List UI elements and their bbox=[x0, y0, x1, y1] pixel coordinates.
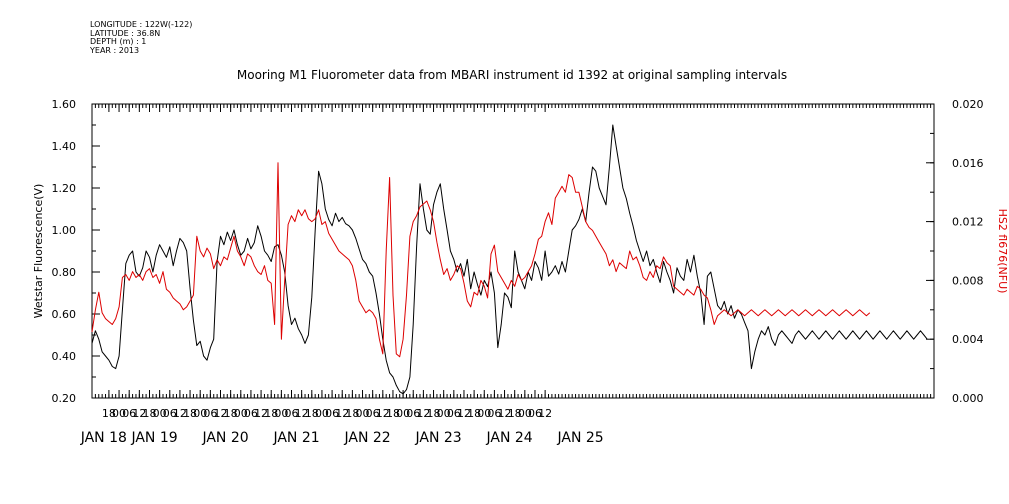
x-tick-label: 06 bbox=[406, 407, 420, 420]
x-tick-label: 00 bbox=[153, 407, 167, 420]
x-tick-label: 06 bbox=[447, 407, 461, 420]
longitude-text: LONGITUDE : 122W(-122) bbox=[90, 20, 193, 29]
x-day-label: JAN 24 bbox=[486, 430, 533, 446]
x-tick-label: 12 bbox=[538, 407, 552, 420]
x-tick-label: 06 bbox=[203, 407, 217, 420]
y-right-tick-label: 0.000 bbox=[952, 392, 984, 405]
x-tick-label: 18 bbox=[142, 407, 156, 420]
x-tick-label: 18 bbox=[386, 407, 400, 420]
series-group bbox=[91, 124, 928, 395]
depth-text: DEPTH (m) : 1 bbox=[90, 37, 147, 47]
x-tick-label: 12 bbox=[457, 407, 471, 420]
x-axis: 1800061218000612180006121800061218000612… bbox=[80, 104, 604, 446]
y-left-tick-label: 1.60 bbox=[52, 98, 77, 111]
x-day-label: JAN 25 bbox=[557, 430, 604, 446]
x-tick-label: 06 bbox=[325, 407, 339, 420]
x-day-label: JAN 20 bbox=[201, 430, 248, 446]
y-right-tick-label: 0.020 bbox=[952, 98, 984, 111]
x-tick-label: 12 bbox=[335, 407, 349, 420]
y-axis-left: 0.20 0.40 0.60 0.80 1.00 1.20 1.40 1.60 bbox=[52, 98, 100, 405]
x-tick-label: 18 bbox=[427, 407, 441, 420]
y-axis-right-label: HS2 fl676(NFU) bbox=[996, 209, 1009, 294]
x-tick-label: 00 bbox=[315, 407, 329, 420]
x-tick-label: 06 bbox=[285, 407, 299, 420]
x-tick-label: 12 bbox=[376, 407, 390, 420]
y-left-tick-label: 0.80 bbox=[52, 266, 77, 279]
x-tick-label: 12 bbox=[173, 407, 187, 420]
x-tick-label: 18 bbox=[224, 407, 238, 420]
y-right-tick-label: 0.016 bbox=[952, 157, 984, 170]
x-tick-label: 12 bbox=[132, 407, 146, 420]
series-line-hs2 bbox=[91, 162, 871, 358]
x-tick-label: 00 bbox=[437, 407, 451, 420]
x-tick-label: 00 bbox=[112, 407, 126, 420]
y-left-tick-label: 1.20 bbox=[52, 182, 77, 195]
x-tick-label: 12 bbox=[254, 407, 268, 420]
x-tick-label: 12 bbox=[498, 407, 512, 420]
x-tick-label: 00 bbox=[193, 407, 207, 420]
latitude-text: LATITUDE : 36.8N bbox=[90, 28, 161, 38]
y-right-tick-label: 0.004 bbox=[952, 333, 984, 346]
y-left-tick-label: 1.40 bbox=[52, 140, 77, 153]
x-tick-label: 06 bbox=[487, 407, 501, 420]
x-tick-label: 00 bbox=[234, 407, 248, 420]
x-tick-label: 18 bbox=[183, 407, 197, 420]
x-tick-label: 18 bbox=[305, 407, 319, 420]
x-tick-label: 00 bbox=[518, 407, 532, 420]
year-text: YEAR : 2013 bbox=[90, 45, 140, 55]
y-right-tick-label: 0.008 bbox=[952, 274, 984, 287]
x-tick-label: 18 bbox=[264, 407, 278, 420]
x-day-label: JAN 19 bbox=[130, 430, 177, 446]
x-tick-label: 12 bbox=[213, 407, 227, 420]
x-tick-label: 18 bbox=[508, 407, 522, 420]
x-day-label: JAN 23 bbox=[415, 430, 462, 446]
y-axis-right: 0.000 0.004 0.008 0.012 0.016 0.020 bbox=[926, 98, 984, 405]
x-tick-label: 00 bbox=[274, 407, 288, 420]
x-tick-label: 12 bbox=[416, 407, 430, 420]
x-tick-label: 00 bbox=[396, 407, 410, 420]
x-tick-label: 06 bbox=[244, 407, 258, 420]
x-tick-label: 06 bbox=[163, 407, 177, 420]
x-tick-label: 06 bbox=[122, 407, 136, 420]
metadata-block: LONGITUDE : 122W(-122) LATITUDE : 36.8N … bbox=[90, 20, 193, 55]
y-left-tick-label: 0.60 bbox=[52, 308, 77, 321]
x-tick-label: 00 bbox=[477, 407, 491, 420]
x-tick-label: 00 bbox=[356, 407, 370, 420]
x-tick-label: 06 bbox=[528, 407, 542, 420]
y-right-tick-label: 0.012 bbox=[952, 216, 984, 229]
x-day-label: JAN 18 bbox=[80, 430, 127, 446]
x-tick-label: 18 bbox=[345, 407, 359, 420]
x-tick-label: 06 bbox=[366, 407, 380, 420]
y-left-tick-label: 0.40 bbox=[52, 350, 77, 363]
x-tick-label: 18 bbox=[467, 407, 481, 420]
chart-title: Mooring M1 Fluorometer data from MBARI i… bbox=[237, 68, 787, 82]
y-left-tick-label: 1.00 bbox=[52, 224, 77, 237]
y-axis-left-label: Wetstar Fluorescence(V) bbox=[32, 184, 45, 319]
x-day-label: JAN 22 bbox=[343, 430, 390, 446]
x-tick-label: 18 bbox=[102, 407, 116, 420]
y-left-tick-label: 0.20 bbox=[52, 392, 77, 405]
series-line-wetstar bbox=[91, 124, 928, 395]
x-tick-label: 12 bbox=[295, 407, 309, 420]
x-day-label: JAN 21 bbox=[272, 430, 319, 446]
